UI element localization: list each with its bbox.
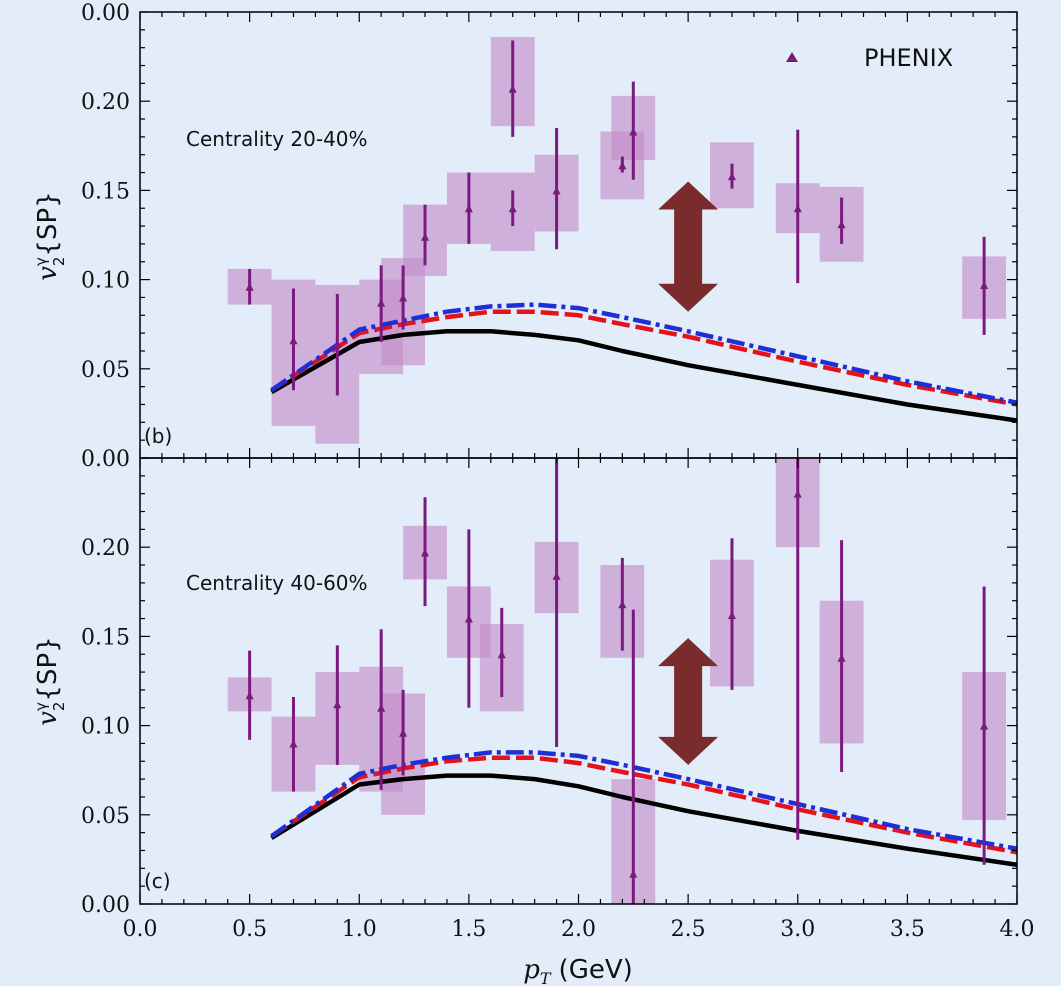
data-point xyxy=(421,548,430,557)
data-point xyxy=(629,869,638,878)
curve-dashed xyxy=(270,309,1017,407)
data-point xyxy=(399,728,408,737)
data-point xyxy=(618,600,627,609)
x-axis-title: pT (GeV) xyxy=(523,955,633,986)
plot-area xyxy=(227,36,1017,444)
data-point xyxy=(508,204,517,213)
y-tick-label: 0.15 xyxy=(81,625,130,650)
data-point xyxy=(508,84,517,93)
data-point xyxy=(333,700,342,709)
curve-dashdot xyxy=(270,750,1017,851)
y-tick-label: 0.00 xyxy=(81,893,130,918)
data-point xyxy=(333,339,342,348)
data-point xyxy=(464,614,473,623)
y-axis-title-c: vγ2{SP} xyxy=(32,636,68,725)
x-tick-label: 3.5 xyxy=(890,917,925,942)
plot-area xyxy=(227,458,1017,904)
panel-label-b: (b) xyxy=(144,424,172,448)
x-tick-label: 2.5 xyxy=(671,917,706,942)
curve-dashdot xyxy=(270,302,1017,405)
curve-solid xyxy=(270,329,1017,423)
legend: PHENIX xyxy=(786,44,953,72)
annotation-b: Centrality 20-40% xyxy=(186,127,368,151)
y-tick-label: 0.00 xyxy=(81,1,130,26)
annotation-c: Centrality 40-60% xyxy=(186,571,368,595)
data-point xyxy=(618,161,627,170)
data-point xyxy=(793,204,802,213)
data-point xyxy=(421,232,430,241)
x-tick-label: 3.0 xyxy=(780,917,815,942)
y-tick-label: 0.05 xyxy=(81,804,130,829)
y-tick-label: 0.10 xyxy=(81,715,130,740)
data-point xyxy=(629,127,638,136)
y-axis-title-b: vγ2{SP} xyxy=(32,191,68,280)
panel-c: 0.00 0.05 0.10 0.15 0.20 0.0 0.5 1.0 1.5 2.0 2.5 3.… xyxy=(81,457,1035,942)
data-point xyxy=(980,280,989,289)
data-point xyxy=(552,571,561,580)
triangle-icon xyxy=(786,52,798,62)
data-point xyxy=(837,653,846,662)
y-tick-label: 0.20 xyxy=(81,90,130,115)
panel-b: 0.00 0.05 0.10 0.15 0.20 0.00 xyxy=(81,1,1018,472)
x-tick-label: 1.5 xyxy=(451,917,486,942)
data-point xyxy=(245,691,254,700)
x-tick-label: 2.0 xyxy=(561,917,596,942)
data-point xyxy=(727,172,736,181)
panel-label-c: (c) xyxy=(144,869,171,893)
data-point xyxy=(497,650,506,659)
data-point xyxy=(837,220,846,229)
data-point xyxy=(793,489,802,498)
x-tick-label: 0.5 xyxy=(232,917,267,942)
data-point xyxy=(980,721,989,730)
curve-solid xyxy=(270,773,1017,868)
double-arrow-icon xyxy=(658,181,719,312)
data-point xyxy=(377,298,386,307)
y-tick-label: 0.05 xyxy=(81,358,130,383)
data-point xyxy=(289,336,298,345)
y-tick-label: 0.00 xyxy=(81,447,130,472)
x-tick-label: 0.0 xyxy=(123,917,158,942)
data-point xyxy=(727,610,736,619)
data-point xyxy=(245,282,254,291)
data-point xyxy=(377,703,386,712)
x-tick-label: 4.0 xyxy=(1000,917,1035,942)
y-tick-label: 0.10 xyxy=(81,269,130,294)
x-tick-label: 1.0 xyxy=(342,917,377,942)
legend-label: PHENIX xyxy=(864,44,953,72)
curve-dashed xyxy=(270,755,1017,855)
data-point xyxy=(552,186,561,195)
data-point xyxy=(289,739,298,748)
data-point xyxy=(464,204,473,213)
y-tick-label: 0.20 xyxy=(81,536,130,561)
double-arrow-icon xyxy=(658,638,719,765)
data-point xyxy=(399,293,408,302)
y-tick-label: 0.15 xyxy=(81,179,130,204)
